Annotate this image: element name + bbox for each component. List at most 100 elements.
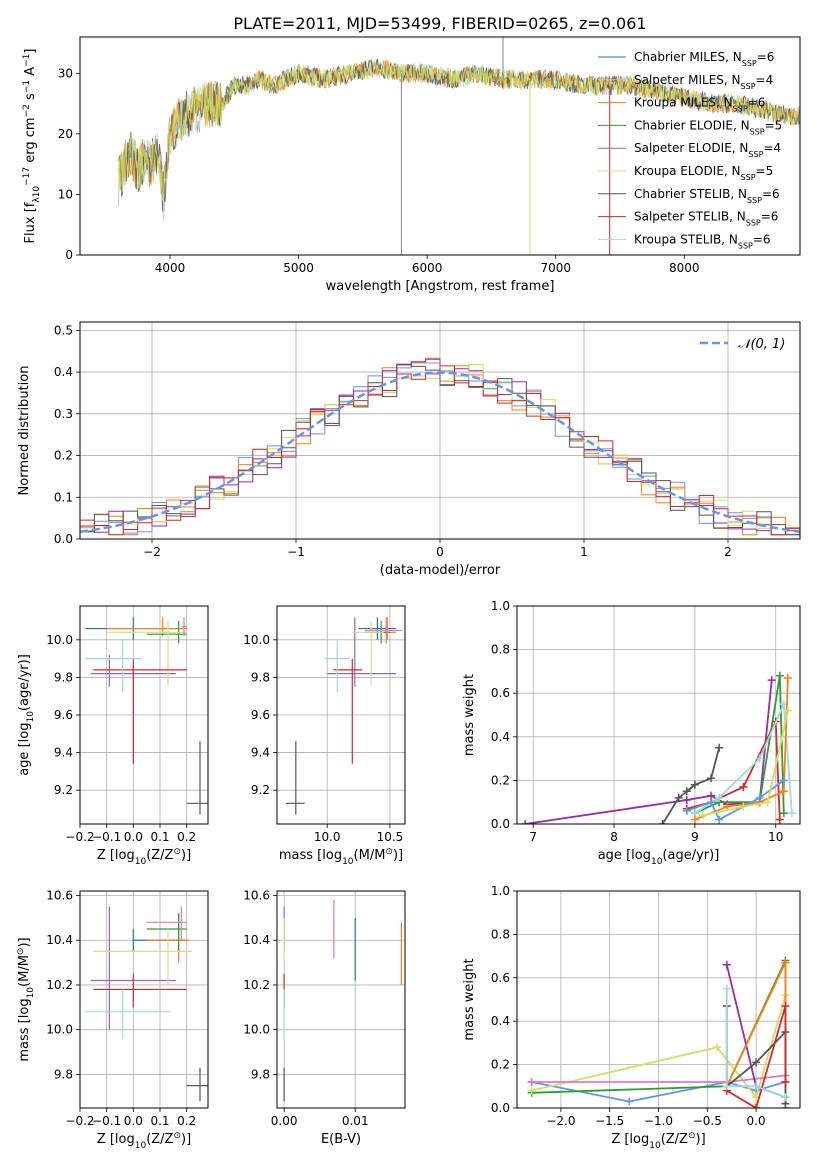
mass-z-y-label: mass [log10(M/M⊙)]	[16, 937, 36, 1061]
legend-entry-name: Chabrier STELIB, N	[634, 187, 747, 201]
legend-entry-name: Salpeter MILES, N	[634, 73, 741, 87]
y-tick-label: 10.2	[46, 978, 73, 992]
age-z-x-label-part: 10	[135, 857, 147, 867]
y-tick-label: 0.6	[491, 686, 510, 700]
weight-series-line	[686, 779, 785, 821]
weight-point-marker	[715, 743, 724, 752]
y-tick-label: 9.8	[251, 670, 270, 684]
y-tick-label: 1.0	[491, 599, 510, 613]
errorbar-point	[93, 973, 187, 1008]
x-tick-label: 0	[436, 545, 444, 559]
x-tick-label: 0.0	[747, 1114, 766, 1128]
spectrum-x-label: wavelength [Angstrom, rest frame]	[326, 279, 555, 294]
legend-entry-count: =5	[756, 164, 774, 178]
y-tick-label: 10	[58, 187, 73, 201]
weight-point-marker	[781, 1077, 790, 1086]
age-mass-x-label: mass [log10(M/M⊙)]	[279, 847, 403, 867]
age-z-y-label-part: 10	[26, 711, 36, 723]
y-tick-label: 0.4	[491, 1014, 510, 1028]
weight-point-marker	[752, 1082, 761, 1091]
mass-z-x-label-part: (Z/Z	[146, 1132, 173, 1147]
mass-z-y-label-part: )]	[17, 937, 32, 947]
age-mass-x-label-part: ⊙	[385, 847, 393, 857]
normal-curve	[80, 371, 800, 533]
weight-point-marker	[722, 984, 731, 993]
errorbar-point	[93, 658, 187, 764]
x-tick-label: 1	[580, 545, 588, 559]
weight-point-marker	[690, 780, 699, 789]
x-tick-label: 10.0	[314, 830, 341, 844]
legend-entry-count: =5	[765, 118, 783, 132]
legend-entry: Salpeter MILES, NSSP=4	[634, 73, 773, 91]
mass-ebv-x-label: E(B-V)	[321, 1132, 361, 1147]
legend-entry-sub: SSP	[741, 173, 756, 182]
age-z-panel: −0.2−0.1 0.0 0.1 0.29.29.49.69.810.0Z [log1…	[17, 605, 209, 867]
mass-ebv-panel: 0.00 0.01 9.8 10.0 10.2 10.4 10.6 E(B-V)	[243, 888, 406, 1147]
mass-z-plot-area	[85, 906, 208, 1102]
x-tick-label: 0.2	[177, 1114, 196, 1128]
age-z-y-label-part: age [log	[17, 723, 32, 776]
weight-series-line	[694, 677, 789, 821]
spectrum-y-label-part: λ	[32, 197, 42, 203]
weight-age-x-label-part: age [log	[598, 848, 651, 863]
errorbar-point	[146, 913, 187, 952]
errorbar-point	[285, 741, 305, 815]
errorbar-point	[364, 617, 403, 640]
age-z-y-label-part: (age/yr)]	[17, 654, 32, 711]
legend-entry-count: =6	[753, 232, 771, 246]
mass-z-y-label-part: ⊙	[16, 948, 26, 956]
legend-entry-sub: SSP	[741, 81, 756, 90]
x-tick-label: −0.1	[92, 1114, 121, 1128]
legend-entry-name: Chabrier ELODIE, N	[634, 118, 750, 132]
legend-entry-count: =4	[763, 141, 781, 155]
weight-point-marker	[521, 820, 530, 824]
weight-point-marker	[779, 809, 788, 818]
errorbar-point	[146, 906, 187, 941]
y-tick-label: 10.0	[46, 633, 73, 647]
legend-entry-name: Salpeter STELIB, N	[634, 210, 746, 224]
y-tick-label: 0.4	[491, 730, 510, 744]
spectrum-model-line	[118, 60, 800, 203]
y-tick-label: 10.6	[46, 888, 73, 902]
weight-point-marker	[715, 793, 724, 802]
weight-point-marker	[698, 811, 707, 820]
weight-point-marker	[722, 1082, 731, 1091]
age-z-x-label: Z [log10(Z/Z⊙)]	[97, 847, 191, 867]
x-tick-label: 0.2	[177, 830, 196, 844]
y-tick-label: 0.0	[54, 532, 73, 546]
weight-age-plot-area	[521, 671, 796, 824]
spectrum-y-label-part: −2	[22, 104, 32, 117]
legend-entry: Chabrier STELIB, NSSP=6	[634, 187, 780, 205]
y-tick-label: 0	[65, 248, 73, 262]
age-z-x-label-part: Z [log	[97, 848, 135, 863]
legend-entry: 𝒩(0, 1)	[738, 337, 785, 352]
y-tick-label: 0.8	[491, 927, 510, 941]
weight-age-x-label: age [log10(age/yr)]	[598, 848, 720, 867]
y-tick-label: 9.6	[54, 708, 73, 722]
legend-entry-name: Kroupa MILES, N	[634, 96, 733, 110]
x-tick-label: 5000	[283, 261, 314, 275]
legend-entry-sub: SSP	[738, 241, 753, 250]
y-tick-label: 10.2	[243, 978, 270, 992]
x-tick-label: 0.0	[124, 830, 143, 844]
legend-entry-count: =6	[761, 210, 779, 224]
spectrum-y-label-part: erg cm	[23, 117, 38, 166]
age-z-x-label-part: (Z/Z	[146, 848, 173, 863]
y-tick-label: 9.4	[251, 746, 270, 760]
weight-point-marker	[755, 754, 764, 763]
weight-z-y-label-part: mass weight	[462, 958, 477, 1040]
weight-age-x-label-part: (age/yr)]	[662, 848, 719, 863]
spectrum-y-label-part: A	[23, 67, 38, 80]
age-mass-x-label-part: )]	[393, 848, 403, 863]
weight-point-marker	[775, 671, 784, 680]
axes-frame	[79, 605, 209, 825]
axes-frame	[276, 890, 406, 1109]
residuals-x-label: (data-model)/error	[380, 563, 501, 578]
spectrum-y-label-part: Flux [f	[23, 202, 38, 243]
y-tick-label: 0.8	[491, 643, 510, 657]
weight-z-panel: −2.0 −1.5 −1.0 −0.5 0.0 0.0 0.2 0.4 0.6 0.8 1.0 Z […	[462, 884, 801, 1151]
legend-entry-count: =4	[756, 73, 774, 87]
spectrum-y-label-part: −17	[22, 167, 32, 186]
weight-age-y-label: mass weight	[462, 674, 477, 756]
y-tick-label: 0.1	[54, 490, 73, 504]
